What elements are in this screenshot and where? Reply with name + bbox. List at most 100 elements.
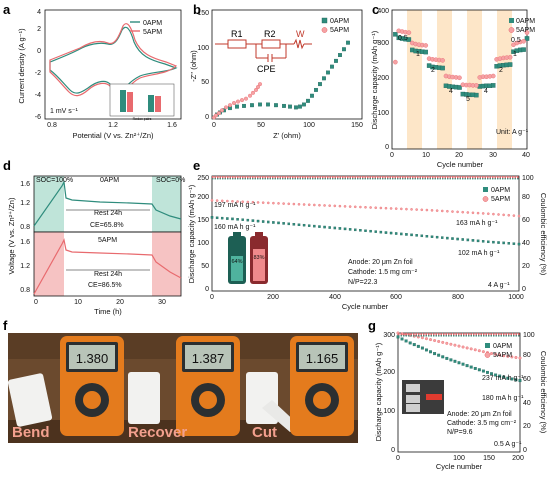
rate-band	[437, 10, 452, 149]
data-point-5apm	[521, 38, 526, 44]
data-point-0apm	[400, 337, 404, 341]
data-point-5apm	[348, 205, 352, 208]
data-point-5apm	[473, 348, 477, 352]
data-point-0apm	[359, 229, 362, 232]
data-point-0apm	[400, 232, 403, 236]
x-tick: 40	[522, 152, 530, 159]
data-point-5apm	[210, 199, 214, 202]
data-point-5apm	[256, 85, 261, 90]
data-point-0apm	[231, 217, 234, 221]
data-point-0apm	[389, 231, 393, 235]
data-point-5apm	[374, 206, 378, 210]
legend-b-0apm: 0APM	[330, 18, 349, 25]
data-point-0apm	[517, 242, 521, 246]
data-point-0apm	[235, 104, 239, 109]
data-point-5apm	[457, 344, 461, 348]
capacity-label: 237 mA h g⁻¹	[482, 375, 524, 382]
y-tick: 1.6	[20, 239, 30, 246]
data-point-5apm	[461, 210, 465, 214]
data-point-0apm	[384, 231, 388, 234]
y-tick: 50	[201, 79, 209, 86]
data-point-5apm	[440, 58, 445, 63]
y-tick: 0	[385, 144, 389, 151]
x-tick: 1.6	[167, 122, 177, 129]
x-tick: 0	[212, 122, 216, 129]
data-point-5apm	[441, 340, 445, 344]
soc-band	[152, 176, 181, 232]
data-point-0apm	[473, 366, 477, 370]
data-point-0apm	[282, 222, 285, 225]
data-point-0apm	[430, 235, 434, 238]
y-tick: 1.2	[20, 200, 30, 207]
data-point-0apm	[282, 103, 286, 108]
y-tick: 250	[197, 175, 209, 182]
rate-label: 1	[513, 51, 517, 58]
data-point-5apm	[216, 111, 221, 116]
data-point-5apm	[318, 203, 321, 207]
y-tick: 4	[37, 9, 41, 16]
data-point-0apm	[521, 47, 526, 52]
y-tick: 0	[391, 447, 395, 454]
data-point-5apm	[524, 30, 530, 35]
data-point-0apm	[437, 353, 441, 357]
data-point-0apm	[453, 359, 457, 363]
y-tick: 1.2	[20, 263, 30, 270]
voltage-curve-0apm	[33, 179, 182, 227]
y-tick: 100	[383, 408, 395, 415]
data-point-0apm	[354, 228, 357, 232]
data-point-0apm	[348, 228, 352, 231]
data-point-0apm	[294, 105, 298, 110]
data-point-5apm	[456, 210, 459, 214]
y-axis-label: Current density (A g⁻¹)	[17, 28, 26, 104]
data-point-5apm	[420, 208, 424, 212]
x-tick: 0	[396, 455, 400, 462]
data-point-5apm	[231, 101, 236, 106]
y-tick: 0.8	[20, 224, 30, 231]
data-point-5apm	[453, 343, 457, 347]
data-point-5apm	[256, 201, 260, 204]
legend-e-0apm: 0APM	[491, 187, 510, 194]
legend-g-0apm: 0APM	[493, 343, 512, 350]
x-tick: 10	[74, 299, 82, 306]
x-tick: 150	[483, 455, 495, 462]
data-point-5apm	[469, 347, 473, 351]
data-point-0apm	[440, 65, 445, 71]
data-point-0apm	[449, 358, 453, 362]
y-tick: -2	[35, 70, 41, 77]
data-point-0apm	[474, 92, 479, 98]
data-point-0apm	[266, 102, 270, 107]
photo-caption: Cut	[252, 424, 277, 441]
data-point-0apm	[486, 370, 489, 374]
rate-band	[497, 10, 512, 149]
data-point-0apm	[502, 375, 506, 379]
data-point-5apm	[246, 200, 250, 204]
voltage-curve-5apm	[33, 238, 182, 295]
d-top-series-name: 0APM	[100, 177, 119, 184]
panel-b-frame	[211, 9, 363, 120]
data-point-0apm	[456, 237, 459, 241]
data-point-0apm	[272, 221, 275, 224]
data-point-0apm	[287, 222, 290, 226]
data-point-5apm	[247, 93, 252, 98]
data-point-5apm	[423, 43, 429, 48]
data-point-5apm	[481, 350, 485, 354]
data-point-0apm	[210, 216, 214, 219]
y-tick: 2	[37, 26, 41, 33]
pouch-cell	[128, 372, 160, 424]
panel-a-inset: Redox pairs	[109, 83, 175, 121]
x-tick: 400	[329, 294, 341, 301]
condition-line: N/P=22.3	[348, 279, 377, 286]
data-point-5apm	[477, 349, 481, 353]
data-point-0apm	[502, 241, 505, 245]
y-tick: 50	[201, 263, 209, 270]
data-point-0apm	[451, 237, 454, 240]
x-tick: 200	[267, 294, 279, 301]
current-label: 0.5 A g⁻¹	[494, 441, 522, 448]
data-point-5apm	[379, 206, 383, 210]
data-point-0apm	[258, 102, 262, 107]
data-point-5apm	[405, 207, 408, 211]
y-tick: 100	[377, 110, 389, 117]
data-point-5apm	[364, 205, 367, 209]
data-point-0apm	[310, 93, 314, 98]
